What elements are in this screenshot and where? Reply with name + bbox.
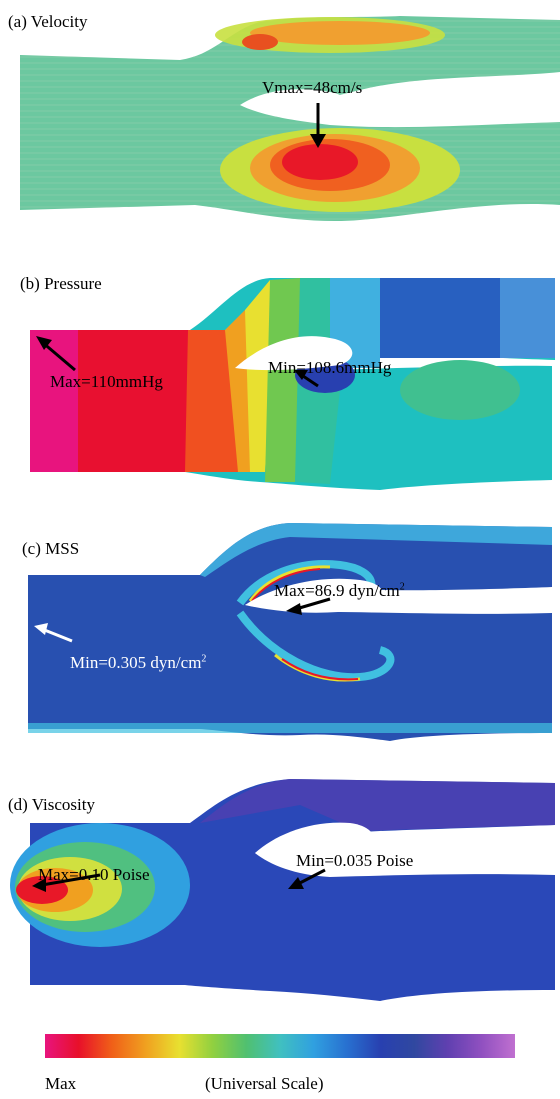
viscosity-field	[30, 779, 555, 1001]
mss-min-text: Min=0.305 dyn/cm	[70, 653, 202, 672]
pressure-vessel	[30, 278, 555, 490]
viscosity-min-label: Min=0.035 Poise	[296, 851, 414, 870]
vmax-label: Vmax=48cm/s	[262, 78, 363, 97]
panel-velocity: (a) Velocity Vmax=48cm/s	[0, 0, 560, 250]
mss-min-sup: 2	[201, 653, 207, 665]
mss-min-arrow	[41, 627, 73, 643]
pressure-max-arrow	[41, 340, 76, 372]
mss-max-text: Max=86.9 dyn/cm	[274, 581, 400, 600]
mss-max-arrow	[295, 597, 331, 611]
universal-color-scale	[45, 1034, 515, 1058]
mss-min-label: Min=0.305 dyn/cm2	[70, 653, 206, 673]
mss-max-sup: 2	[399, 581, 405, 593]
mss-field	[28, 523, 552, 741]
viscosity-max-label: Max=0.10 Poise	[38, 865, 150, 884]
scale-title-label: (Universal Scale)	[205, 1074, 324, 1093]
panel-viscosity: (d) Viscosity Max=0.10 Poise Min=0.035 P…	[0, 765, 560, 1020]
panel-pressure: (b) Pressure Max=110mmHg Min=108.6mmHg	[0, 250, 560, 505]
pressure-max-label: Max=110mmHg	[50, 372, 163, 391]
panel-title-velocity: (a) Velocity	[8, 12, 88, 31]
mss-max-label: Max=86.9 dyn/cm2	[274, 581, 405, 601]
scale-max-label: Max	[45, 1074, 77, 1093]
viscosity-min-arrow	[295, 868, 326, 887]
viscosity-max-arrow	[41, 873, 101, 887]
velocity-vessel	[20, 16, 560, 222]
pressure-min-label: Min=108.6mmHg	[268, 358, 392, 377]
mss-vessel	[28, 523, 552, 741]
panel-title-mss: (c) MSS	[22, 539, 80, 558]
panel-title-viscosity: (d) Viscosity	[8, 795, 95, 814]
panel-mss: (c) MSS Max=86.9 dyn/cm2 Min=0.305 dyn/c…	[0, 505, 560, 765]
panel-title-pressure: (b) Pressure	[20, 274, 102, 293]
viscosity-vessel	[10, 779, 555, 1001]
